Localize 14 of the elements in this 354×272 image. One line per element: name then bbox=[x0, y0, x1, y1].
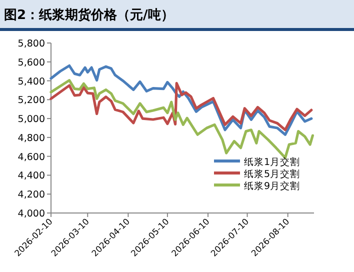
y-tick-label: 4,400 bbox=[18, 170, 45, 182]
legend-label: 纸浆9月交割 bbox=[244, 180, 300, 192]
y-tick-label: 5,600 bbox=[18, 57, 45, 68]
y-tick-label: 5,400 bbox=[18, 76, 45, 88]
y-tick-label: 5,800 bbox=[18, 38, 45, 50]
y-tick-label: 4,600 bbox=[18, 152, 45, 163]
y-tick-label: 4,800 bbox=[18, 132, 45, 144]
legend-label: 纸浆5月交割 bbox=[244, 168, 300, 180]
y-tick-label: 5,000 bbox=[18, 114, 45, 126]
legend-label: 纸浆1月交割 bbox=[244, 156, 300, 168]
y-tick-label: 5,200 bbox=[18, 95, 45, 106]
y-tick-label: 4,200 bbox=[18, 190, 45, 201]
y-tick-label: 4,000 bbox=[18, 208, 45, 220]
chart-title: 图2：纸浆期货价格（元/吨） bbox=[4, 7, 174, 23]
